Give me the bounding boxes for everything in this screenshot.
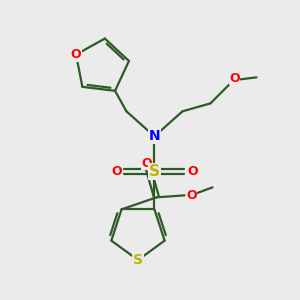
Text: O: O — [229, 72, 240, 85]
Text: O: O — [141, 157, 152, 170]
Text: S: S — [133, 253, 143, 267]
Text: O: O — [111, 165, 122, 178]
Text: S: S — [149, 164, 160, 179]
Text: O: O — [187, 165, 198, 178]
Text: O: O — [186, 189, 197, 202]
Text: N: N — [148, 129, 160, 143]
Text: O: O — [71, 48, 81, 61]
